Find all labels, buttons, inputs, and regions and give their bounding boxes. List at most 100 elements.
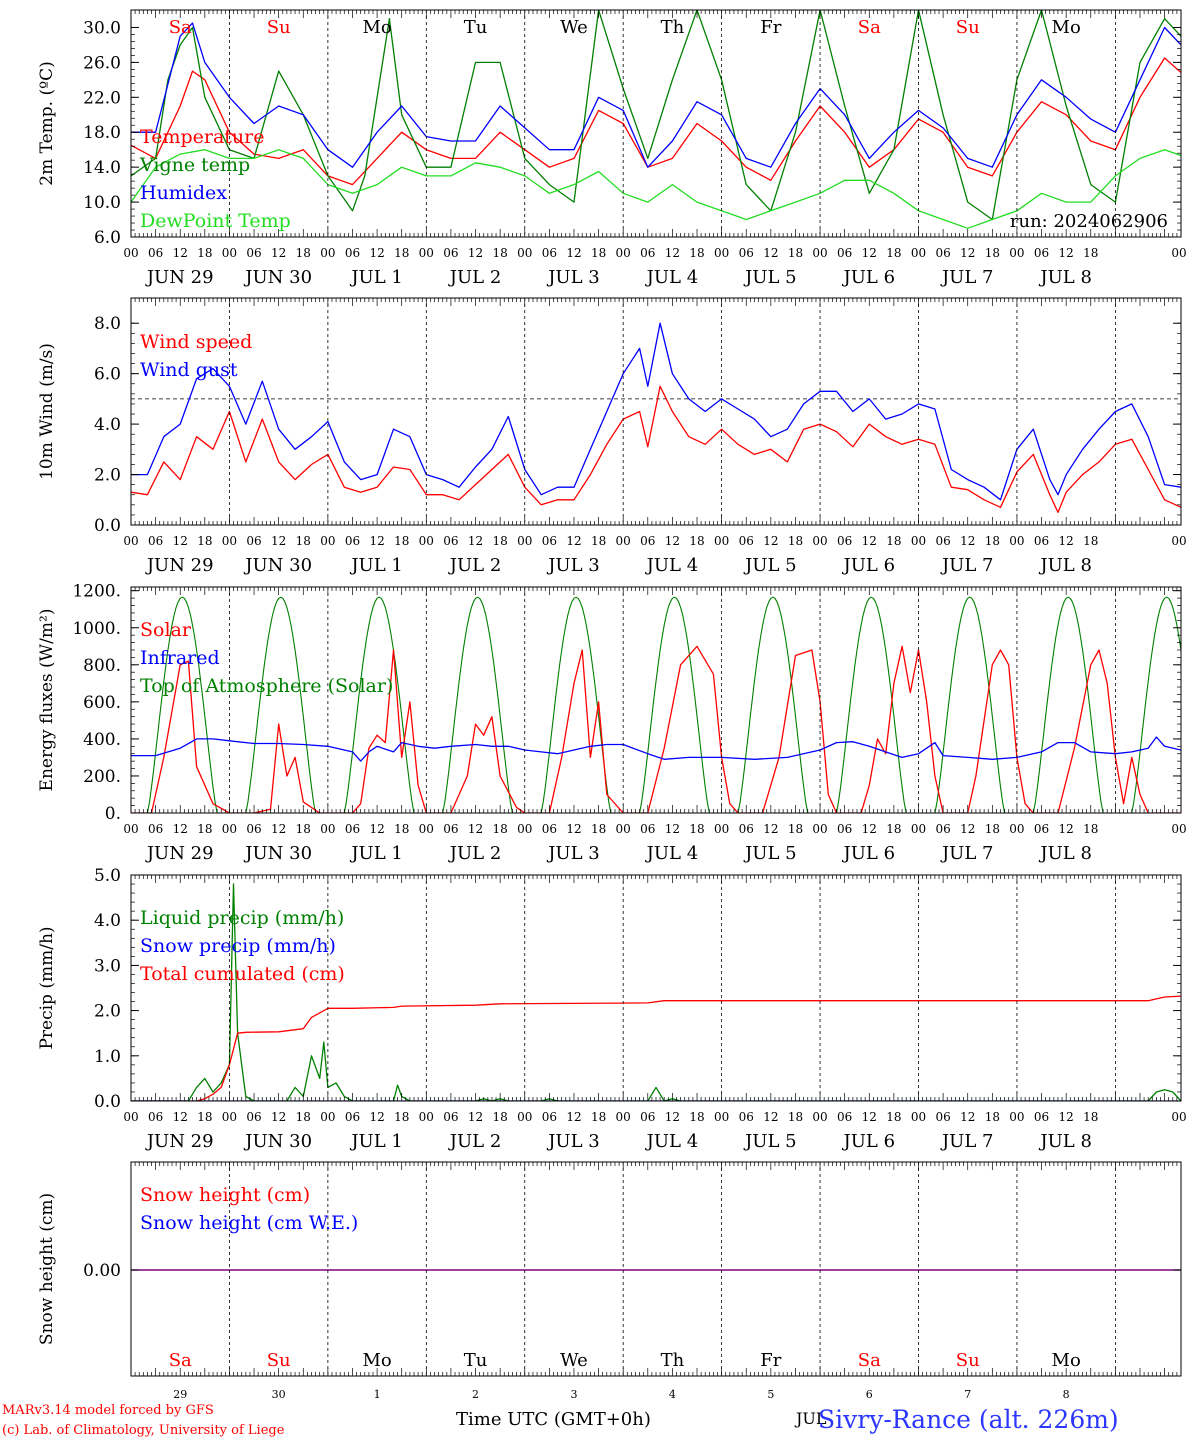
hour-label: 00 — [517, 1110, 532, 1124]
hour-label: 00 — [222, 246, 237, 260]
weekday-label: Tu — [464, 1350, 488, 1371]
hour-label: 18 — [689, 822, 704, 836]
hour-label: 18 — [788, 246, 803, 260]
weekday-label: Su — [267, 17, 291, 38]
panel-precip: 0.0 1.0 2.0 3.0 4.0 5.0 Precip (mm/h) 00 06 12 18 0… — [37, 866, 1187, 1152]
y-tick-label: 5.0 — [94, 866, 121, 886]
y-tick-label: 26.0 — [83, 53, 121, 73]
hour-label: 06 — [443, 246, 458, 260]
hour-label: 00 — [1009, 822, 1024, 836]
hour-label: 06 — [148, 1110, 163, 1124]
hour-label: 00 — [911, 1110, 926, 1124]
hour-label: 18 — [591, 534, 606, 548]
hour-label: 18 — [1083, 1110, 1098, 1124]
hour-label: 00 — [714, 246, 729, 260]
hour-label: 06 — [837, 1110, 852, 1124]
date-label: JUN 30 — [243, 267, 312, 288]
hour-label: 18 — [296, 246, 311, 260]
hour-label: 06 — [345, 1110, 360, 1124]
day-number: 6 — [866, 1388, 873, 1401]
hour-label: 18 — [788, 534, 803, 548]
hour-label: 00 — [1009, 246, 1024, 260]
y-tick-label: 1.0 — [94, 1047, 121, 1067]
hour-label: 12 — [271, 534, 286, 548]
weekday-label: Su — [267, 1350, 291, 1371]
y-tick-label: 18.0 — [83, 123, 121, 143]
y-axis-label: Energy fluxes (W/m²) — [37, 609, 57, 792]
hour-label: 12 — [862, 534, 877, 548]
hour-label: 00 — [1171, 1110, 1186, 1124]
hour-label: 06 — [640, 822, 655, 836]
hour-label: 06 — [640, 246, 655, 260]
legend-entry: Total cumulated (cm) — [140, 963, 345, 985]
weekday-label: Sa — [858, 17, 881, 38]
plot-area-precip — [131, 883, 1181, 1101]
date-label: JUL 8 — [1038, 843, 1092, 864]
hour-label: 12 — [566, 822, 581, 836]
station-title: Sivry-Rance (alt. 226m) — [818, 1405, 1119, 1434]
hour-label: 18 — [985, 822, 1000, 836]
date-label: JUN 29 — [145, 555, 214, 576]
plot-area-wind — [131, 322, 1181, 514]
hour-label: 18 — [1083, 822, 1098, 836]
hour-label: 00 — [812, 1110, 827, 1124]
hour-label: 06 — [443, 1110, 458, 1124]
hour-label: 06 — [837, 246, 852, 260]
hour-label: 00 — [812, 534, 827, 548]
lab-credit: (c) Lab. of Climatology, University of L… — [2, 1423, 285, 1438]
hour-label: 06 — [542, 246, 557, 260]
weekday-label: Sa — [169, 17, 192, 38]
hour-label: 06 — [542, 1110, 557, 1124]
hour-label: 00 — [123, 246, 138, 260]
y-tick-label: 0. — [105, 804, 121, 824]
hour-label: 18 — [394, 246, 409, 260]
hour-label: 06 — [640, 534, 655, 548]
hour-label: 00 — [911, 246, 926, 260]
hour-label: 18 — [788, 1110, 803, 1124]
hour-label: 18 — [296, 822, 311, 836]
time-axis-label: Time UTC (GMT+0h) — [456, 1409, 651, 1430]
legend-entry: Top of Atmosphere (Solar) — [140, 675, 393, 697]
hour-label: 00 — [616, 246, 631, 260]
hour-label: 12 — [566, 1110, 581, 1124]
date-label: JUN 30 — [243, 843, 312, 864]
date-label: JUL 4 — [645, 843, 699, 864]
hour-label: 12 — [763, 246, 778, 260]
date-label: JUL 3 — [546, 843, 600, 864]
y-tick-label: 200. — [83, 767, 121, 787]
hour-label: 12 — [271, 246, 286, 260]
date-label: JUL 1 — [349, 1131, 403, 1152]
date-label: JUN 29 — [145, 1131, 214, 1152]
series-line-1 — [131, 736, 1181, 762]
series-line-3 — [131, 149, 1181, 229]
hour-label: 12 — [665, 822, 680, 836]
hour-label: 18 — [493, 534, 508, 548]
panel-snow: 0.00 Snow height (cm) Sa Su Mo Tu We Th Fr Sa Su Mo… — [37, 1161, 1182, 1401]
footer: MARv3.14 model forced by GFS (c) Lab. of… — [2, 1403, 1119, 1438]
series-line-1 — [131, 995, 1181, 1101]
legend-entry: Solar — [140, 619, 192, 641]
hour-label: 00 — [1009, 534, 1024, 548]
y-tick-label: 22.0 — [83, 88, 121, 108]
hour-label: 18 — [197, 534, 212, 548]
weekday-label: Mo — [1052, 1350, 1081, 1371]
y-tick-label: 600. — [83, 693, 121, 713]
hour-label: 06 — [1034, 246, 1049, 260]
hour-label: 18 — [591, 822, 606, 836]
legend-entry: Snow precip (mm/h) — [140, 935, 336, 957]
date-label: JUL 6 — [842, 555, 896, 576]
date-label: JUL 1 — [349, 555, 403, 576]
hour-label: 18 — [985, 534, 1000, 548]
hour-label: 12 — [271, 822, 286, 836]
hour-label: 12 — [862, 246, 877, 260]
y-tick-label: 4.0 — [94, 911, 121, 931]
hour-label: 06 — [246, 822, 261, 836]
y-axis-label: Precip (mm/h) — [37, 926, 57, 1049]
hour-label: 06 — [1034, 534, 1049, 548]
hour-label: 00 — [320, 246, 335, 260]
date-label: JUL 6 — [842, 843, 896, 864]
hour-label: 06 — [837, 534, 852, 548]
hour-label: 18 — [886, 246, 901, 260]
hour-label: 18 — [197, 246, 212, 260]
weekday-label: Sa — [169, 1350, 192, 1371]
